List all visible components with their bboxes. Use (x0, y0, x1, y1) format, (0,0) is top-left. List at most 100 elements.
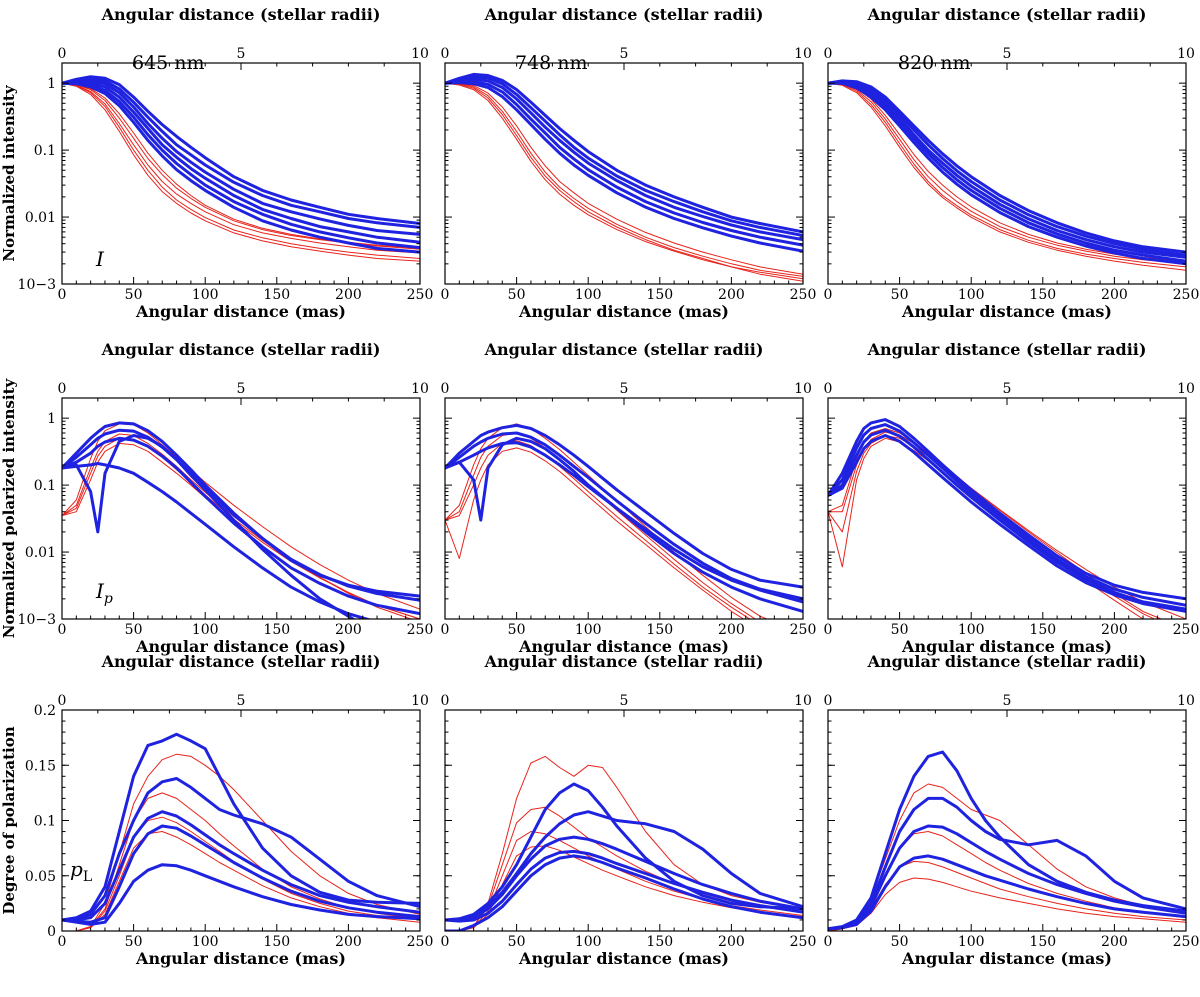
x2-tick-label: 5 (1003, 693, 1012, 709)
series-line-model-4 (62, 82, 420, 249)
x2-tick-label: 10 (794, 381, 812, 397)
series-line-observed-4 (445, 441, 803, 604)
plot-frame (827, 709, 1187, 932)
series-line-model-4 (828, 877, 1186, 931)
x2-axis-title: Angular distance (stellar radii) (484, 5, 764, 24)
series-line-observed-5 (62, 81, 420, 250)
x-tick-label: 200 (1101, 934, 1128, 950)
y-axis-title: Degree of polarization (0, 726, 18, 914)
x2-axis-title: Angular distance (stellar radii) (484, 340, 764, 359)
x-axis-title: Angular distance (mas) (135, 637, 346, 656)
series-line-model-1 (828, 783, 1186, 931)
x-tick-label: 150 (263, 287, 290, 303)
y-tick-label: 0.15 (25, 758, 56, 774)
x-tick-label: 0 (824, 934, 833, 950)
series-line-model-2 (445, 432, 757, 619)
x-tick-label: 150 (646, 287, 673, 303)
x2-tick-label: 0 (824, 381, 833, 397)
series-line-model-4 (445, 447, 745, 619)
x-tick-label: 100 (958, 622, 985, 638)
x-tick-label: 50 (508, 622, 526, 638)
x-tick-label: 200 (1101, 287, 1128, 303)
wavelength-label: 645 nm (132, 52, 205, 74)
row-label-0: I (95, 247, 105, 271)
x-axis-title: Angular distance (mas) (518, 637, 729, 656)
series-line-model-3 (62, 442, 420, 619)
x2-tick-label: 5 (237, 46, 246, 62)
y-tick-label: 1 (47, 76, 56, 92)
x-tick-label: 50 (508, 934, 526, 950)
x2-tick-label: 5 (620, 46, 629, 62)
x-axis-title: Angular distance (mas) (518, 949, 729, 968)
x-tick-label: 200 (1101, 622, 1128, 638)
series-line-observed-1 (445, 436, 803, 613)
series-line-observed-5 (445, 81, 803, 253)
x-tick-label: 100 (192, 622, 219, 638)
x-tick-label: 150 (263, 934, 290, 950)
series-line-observed-6 (62, 81, 420, 254)
x-tick-label: 150 (263, 622, 290, 638)
panel-r1-c2: 0 50 100 150 200 250 0 5 10 Angular distance (mas… (824, 340, 1200, 656)
series-line-observed-1 (445, 782, 803, 922)
series-line-observed-4 (828, 434, 1186, 613)
series-group (62, 421, 420, 619)
x2-tick-label: 5 (1003, 381, 1012, 397)
series-line-observed-5 (62, 462, 372, 619)
panel-r1-c0: 0 50 100 150 200 250 0 5 10 10−3 0.01 0.1 1 Angular d… (0, 340, 433, 656)
x2-tick-label: 10 (411, 381, 429, 397)
x-tick-label: 50 (891, 934, 909, 950)
series-line-observed-4 (62, 80, 420, 244)
x2-tick-label: 10 (1177, 381, 1195, 397)
x2-tick-label: 0 (58, 693, 67, 709)
series-line-observed-4 (828, 81, 1186, 263)
series-line-observed-3 (62, 810, 420, 922)
x2-tick-label: 5 (620, 693, 629, 709)
series-line-observed-2 (62, 76, 420, 229)
x-tick-label: 100 (958, 287, 985, 303)
series-line-model-4 (445, 845, 803, 931)
row-label-2: pL (70, 857, 92, 885)
series-line-model-4 (445, 82, 803, 275)
y-tick-label: 0.1 (34, 814, 56, 830)
series-line-observed-1 (828, 79, 1186, 254)
series-line-model-3 (445, 831, 803, 931)
series-line-observed-3 (62, 428, 420, 602)
x-tick-label: 200 (718, 622, 745, 638)
series-line-observed-2 (62, 777, 420, 922)
series-line-observed-2 (445, 810, 803, 922)
x-tick-label: 0 (58, 622, 67, 638)
series-line-model-2 (445, 82, 803, 280)
y-tick-label: 10−3 (18, 277, 56, 293)
series-line-model-3 (62, 82, 420, 259)
x-tick-label: 50 (125, 934, 143, 950)
wavelength-label: 748 nm (515, 52, 588, 74)
x-tick-label: 150 (1029, 622, 1056, 638)
y-tick-label: 0 (47, 924, 56, 940)
x-axis-title: Angular distance (mas) (901, 302, 1112, 321)
x-tick-label: 100 (575, 287, 602, 303)
series-group (445, 423, 803, 619)
series-line-model-2 (828, 437, 1145, 619)
series-line-observed-1 (828, 418, 1186, 601)
x-tick-label: 200 (335, 287, 362, 303)
x2-axis-title: Angular distance (stellar radii) (867, 5, 1147, 24)
x2-tick-label: 0 (58, 381, 67, 397)
series-line-model-1 (445, 82, 803, 277)
x2-tick-label: 5 (237, 693, 246, 709)
x-tick-label: 0 (441, 934, 450, 950)
series-line-observed-2 (828, 80, 1186, 257)
x2-tick-label: 10 (1177, 46, 1195, 62)
x-tick-label: 100 (192, 934, 219, 950)
x2-tick-label: 0 (824, 693, 833, 709)
series-line-observed-5 (62, 863, 420, 926)
series-line-observed-4 (445, 80, 803, 247)
x-tick-label: 50 (125, 622, 143, 638)
x-tick-label: 250 (407, 622, 434, 638)
series-line-observed-2 (445, 75, 803, 237)
x-axis-title: Angular distance (mas) (135, 302, 346, 321)
x2-tick-label: 5 (620, 381, 629, 397)
series-line-observed-1 (445, 72, 803, 234)
x-tick-label: 0 (824, 622, 833, 638)
x-tick-label: 100 (192, 287, 219, 303)
y-tick-label: 0.01 (25, 545, 56, 561)
